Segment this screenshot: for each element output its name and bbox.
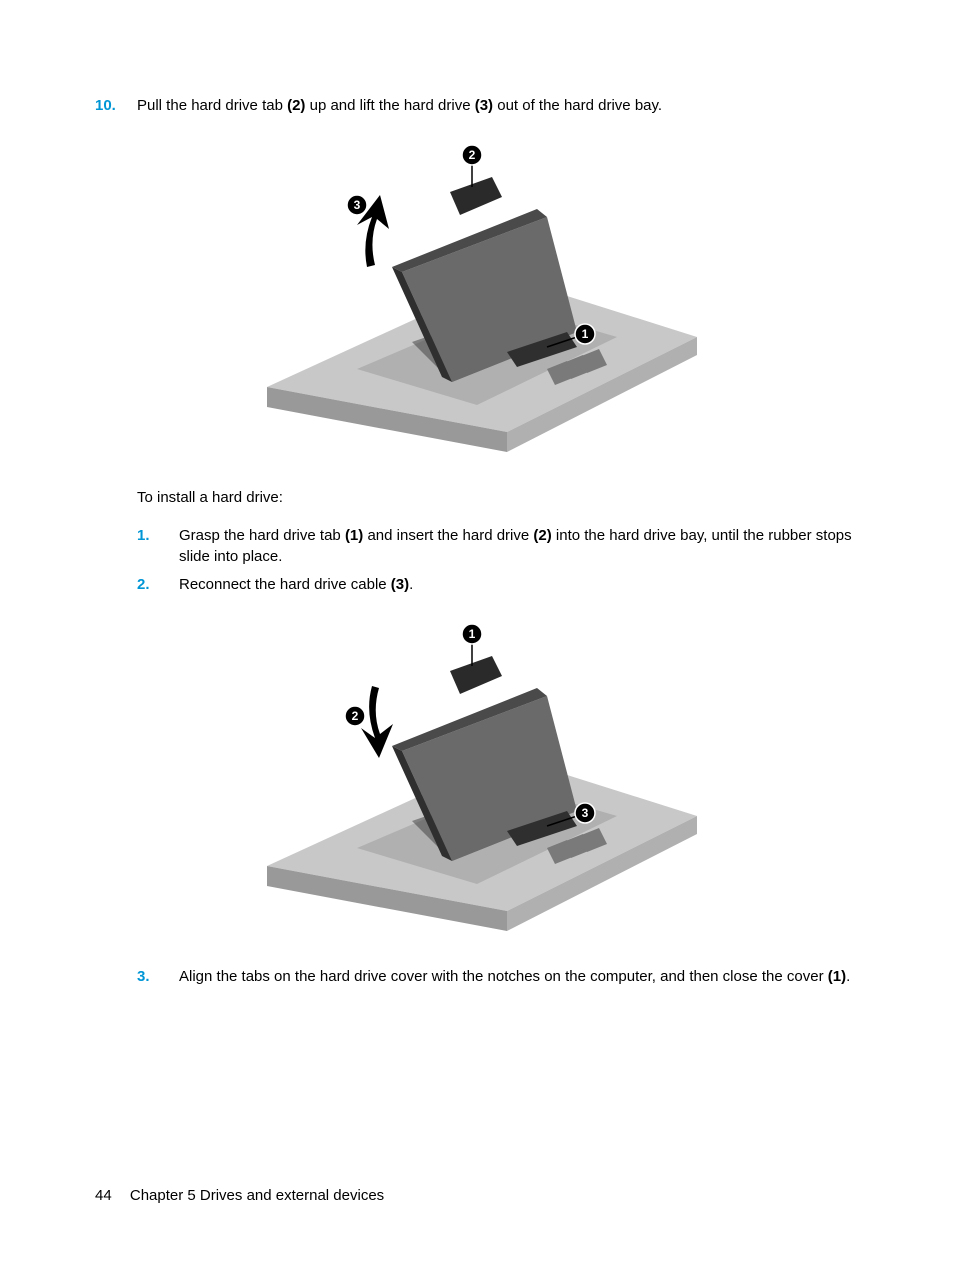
step-marker: 2. <box>95 574 179 596</box>
callout-3-text: 3 <box>582 806 589 820</box>
text: Reconnect the hard drive cable <box>179 576 391 593</box>
step-marker: 3. <box>95 966 179 988</box>
bold-ref: (3) <box>391 576 409 593</box>
bold-ref: (1) <box>828 968 846 985</box>
callout-3-text: 3 <box>354 198 361 212</box>
text: up and lift the hard drive <box>305 97 474 114</box>
text: Align the tabs on the hard drive cover w… <box>179 968 828 985</box>
insert-arrow <box>361 686 393 758</box>
bold-ref: (2) <box>533 527 551 544</box>
callout-1-text: 1 <box>469 627 476 641</box>
install-intro: To install a hard drive: <box>137 487 859 509</box>
step-3: 3. Align the tabs on the hard drive cove… <box>95 966 859 988</box>
text: out of the hard drive bay. <box>493 97 662 114</box>
text: . <box>409 576 413 593</box>
callout-2-text: 2 <box>352 709 359 723</box>
bold-ref: (2) <box>287 97 305 114</box>
step-body: Align the tabs on the hard drive cover w… <box>179 966 859 988</box>
step-body: Pull the hard drive tab (2) up and lift … <box>137 95 859 117</box>
page-footer: 44 Chapter 5 Drives and external devices <box>95 1187 384 1204</box>
text: Grasp the hard drive tab <box>179 527 345 544</box>
document-page: 10. Pull the hard drive tab (2) up and l… <box>0 0 954 1270</box>
step-body: Reconnect the hard drive cable (3). <box>179 574 859 596</box>
text: Pull the hard drive tab <box>137 97 287 114</box>
text: . <box>846 968 850 985</box>
step-10: 10. Pull the hard drive tab (2) up and l… <box>95 95 859 117</box>
callout-1-text: 1 <box>582 327 589 341</box>
bold-ref: (1) <box>345 527 363 544</box>
drive-tab <box>450 177 502 215</box>
figure-install-drive: 1 2 3 <box>247 616 707 936</box>
figure-remove-drive: 1 2 3 <box>247 137 707 457</box>
step-marker: 1. <box>95 525 179 569</box>
step-1: 1. Grasp the hard drive tab (1) and inse… <box>95 525 859 569</box>
step-marker: 10. <box>95 95 137 117</box>
drive-tab <box>450 656 502 694</box>
bold-ref: (3) <box>475 97 493 114</box>
step-2: 2. Reconnect the hard drive cable (3). <box>95 574 859 596</box>
chapter-title: Chapter 5 Drives and external devices <box>130 1187 384 1204</box>
step-body: Grasp the hard drive tab (1) and insert … <box>179 525 859 569</box>
page-number: 44 <box>95 1187 112 1204</box>
text: and insert the hard drive <box>363 527 533 544</box>
callout-2-text: 2 <box>469 148 476 162</box>
